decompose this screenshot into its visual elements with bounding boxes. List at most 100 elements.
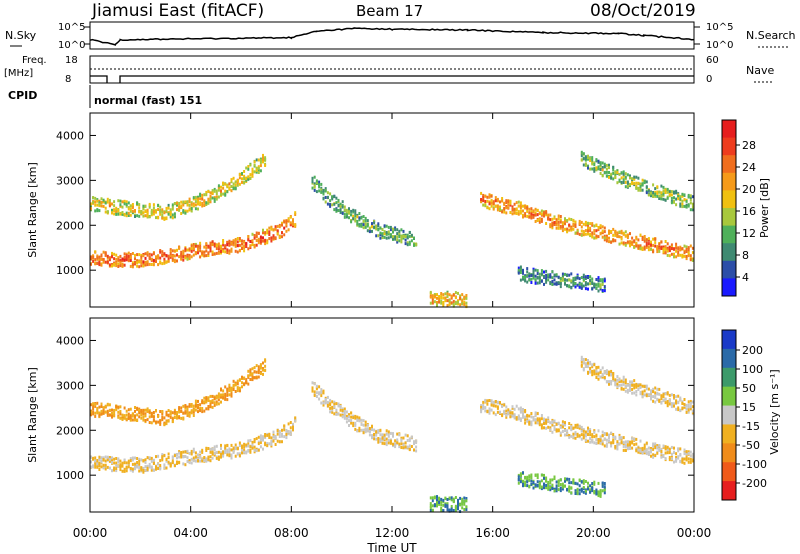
power-echo-cell <box>670 193 673 197</box>
velocity-echo-cell <box>668 393 671 397</box>
velocity-echo-cell <box>574 489 577 493</box>
power-echo-cell <box>362 226 365 230</box>
power-echo-cell <box>505 201 508 204</box>
velocity-echo-cell <box>247 444 250 448</box>
power-echo-cell <box>173 202 176 206</box>
power-echo-cell <box>534 281 537 285</box>
velocity-echo-cell <box>582 429 585 433</box>
power-echo-cell <box>259 158 262 162</box>
velocity-echo-cell <box>551 423 554 427</box>
power-echo-cell <box>624 234 627 238</box>
velocity-echo-cell <box>377 429 380 433</box>
power-echo-cell <box>486 195 489 199</box>
velocity-echo-cell <box>610 380 613 383</box>
power-echo-cell <box>691 208 694 212</box>
velocity-echo-cell <box>547 419 550 423</box>
velocity-echo-cell <box>205 400 208 404</box>
noise-sky-line <box>89 27 695 46</box>
velocity-echo-cell <box>568 481 571 485</box>
power-echo-cell <box>127 214 130 217</box>
power-echo-cell <box>517 271 520 275</box>
power-echo-cell <box>140 264 143 268</box>
power-echo-cell <box>499 200 501 204</box>
velocity-echo-cell <box>616 443 619 447</box>
power-echo-cell <box>689 258 692 262</box>
velocity-echo-cell <box>679 453 682 457</box>
power-echo-cell <box>125 214 128 218</box>
power-echo-cell <box>264 232 267 236</box>
velocity-echo-cell <box>463 508 466 511</box>
velocity-echo-cell <box>501 405 504 408</box>
power-echo-cell <box>505 199 508 203</box>
power-echo-cell <box>482 199 485 203</box>
nave-label: Nave <box>746 64 774 77</box>
velocity-echo-cell <box>194 404 197 408</box>
power-echo-cell <box>637 238 640 242</box>
power-echo-cell <box>612 233 615 237</box>
velocity-echo-cell <box>438 501 441 504</box>
power-ytick-label: 4000 <box>56 129 84 142</box>
velocity-echo-cell <box>534 473 537 477</box>
velocity-echo-cell <box>337 404 340 408</box>
velocity-echo-cell <box>326 395 329 399</box>
velocity-echo-cell <box>211 405 214 409</box>
power-echo-cell <box>257 158 260 162</box>
velocity-echo-cell <box>220 393 222 397</box>
noise-left-tick-bottom: 10^0 <box>58 40 85 51</box>
power-echo-cell <box>294 211 297 215</box>
power-echo-cell <box>159 249 162 252</box>
velocity-echo-cell <box>241 444 243 448</box>
velocity-echo-cell <box>188 412 191 416</box>
velocity-echo-cell <box>96 459 99 462</box>
power-echo-cell <box>163 211 166 215</box>
velocity-echo-cell <box>138 462 141 466</box>
power-echo-cell <box>157 263 160 267</box>
power-echo-cell <box>264 164 267 167</box>
velocity-echo-cell <box>490 408 493 412</box>
power-echo-cell <box>394 226 397 230</box>
velocity-echo-cell <box>257 435 260 439</box>
power-echo-cell <box>121 264 124 268</box>
power-echo-cell <box>654 193 657 197</box>
power-echo-cell <box>127 258 130 262</box>
velocity-echo-cell <box>322 389 325 393</box>
power-echo-cell <box>668 245 671 249</box>
velocity-echo-cell <box>140 411 143 415</box>
velocity-echo-cell <box>224 385 227 389</box>
power-echo-cell <box>645 180 648 184</box>
power-echo-cell <box>564 272 566 276</box>
power-echo-cell <box>406 233 409 237</box>
power-echo-cell <box>142 260 145 264</box>
power-echo-cell <box>465 296 468 300</box>
power-echo-cell <box>540 272 543 276</box>
velocity-echo-cell <box>94 465 97 469</box>
velocity-echo-cell <box>186 456 189 460</box>
power-echo-cell <box>650 240 652 244</box>
velocity-echo-cell <box>679 408 682 412</box>
power-echo-cell <box>492 207 495 211</box>
power-echo-cell <box>484 194 487 198</box>
power-echo-cell <box>144 252 147 256</box>
velocity-echo-cell <box>626 445 629 449</box>
power-colorbar-swatch <box>722 260 736 279</box>
power-echo-cell <box>205 193 208 197</box>
power-echo-cell <box>513 202 516 206</box>
velocity-echo-cell <box>614 435 617 439</box>
power-echo-cell <box>134 257 136 261</box>
power-echo-cell <box>245 177 248 181</box>
power-echo-cell <box>540 212 543 216</box>
velocity-echo-cell <box>494 400 497 403</box>
velocity-echo-cell <box>545 478 548 482</box>
power-echo-cell <box>603 162 606 166</box>
velocity-echo-cell <box>442 509 445 513</box>
velocity-echo-cell <box>318 397 321 401</box>
velocity-colorbar-tick: -100 <box>742 458 767 471</box>
power-echo-cell <box>587 164 589 168</box>
velocity-echo-cell <box>108 408 111 412</box>
power-echo-cell <box>603 279 606 283</box>
velocity-echo-cell <box>289 430 292 434</box>
power-echo-cell <box>142 262 145 266</box>
velocity-echo-cell <box>605 369 608 373</box>
velocity-colorbar-swatch <box>722 462 736 482</box>
power-echo-cell <box>647 193 650 197</box>
